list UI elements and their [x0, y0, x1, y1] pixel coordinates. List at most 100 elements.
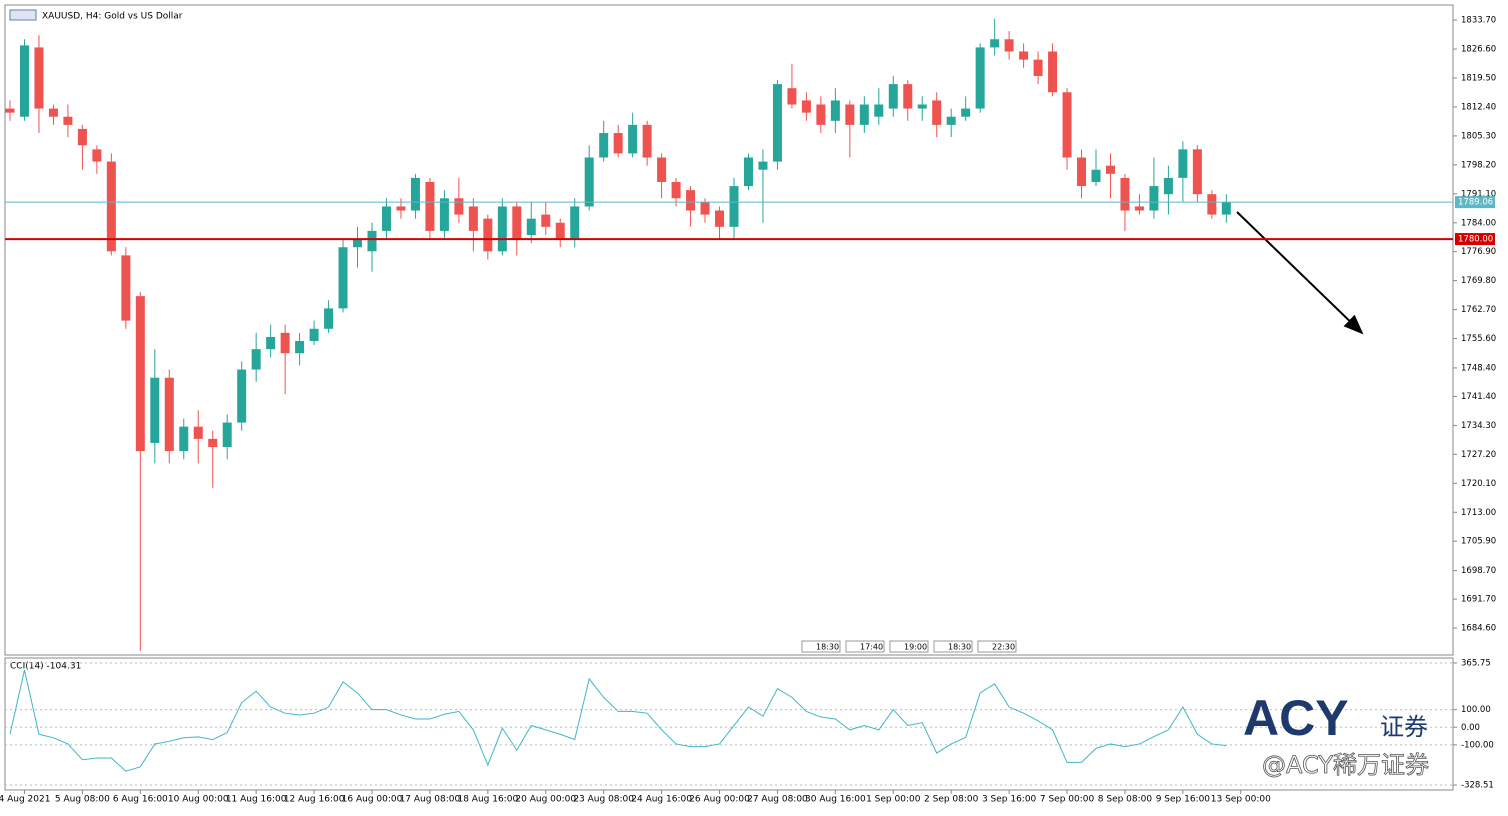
trade-marker-label: 18:30 [816, 643, 839, 652]
y-tick-label: 1705.90 [1461, 537, 1496, 547]
candle-body [657, 157, 667, 182]
candle-body [874, 104, 884, 117]
candle-body [1033, 59, 1043, 76]
y-tick-label: 1805.30 [1461, 131, 1496, 141]
watermark-suffix: 证券 [1380, 713, 1428, 741]
candle-body [888, 84, 898, 109]
candle-body [193, 426, 203, 439]
trend-arrow [1236, 211, 1364, 335]
candle-body [280, 332, 290, 354]
y-tick-label: 1684.60 [1461, 624, 1496, 634]
candle-body [1221, 202, 1231, 215]
candle-body [975, 47, 985, 109]
x-tick-label: 5 Aug 08:00 [55, 795, 110, 805]
trade-marker-label: 18:30 [948, 643, 971, 652]
chart-title: XAUUSD, H4: Gold vs US Dollar [42, 12, 183, 22]
candle-body [164, 377, 174, 452]
candle-body [121, 255, 131, 321]
indicator-title: CCI(14) -104.31 [10, 662, 81, 672]
candle-body [19, 45, 29, 117]
candle-body [1207, 194, 1217, 215]
candle-body [497, 206, 507, 252]
y-tick-label: 1769.80 [1461, 276, 1496, 286]
y-tick-label: 1741.40 [1461, 392, 1496, 402]
candle-body [106, 161, 116, 252]
candle-body [932, 100, 942, 125]
y-tick-label: 1727.20 [1461, 450, 1496, 460]
x-tick-label: 7 Sep 00:00 [1040, 795, 1095, 805]
candle-body [830, 100, 840, 121]
candle-body [512, 206, 522, 240]
candle-body [628, 124, 638, 154]
x-tick-label: 10 Aug 00:00 [168, 795, 229, 805]
candle-body [700, 202, 710, 215]
candle-body [1149, 186, 1159, 211]
trade-marker [801, 640, 841, 653]
candle-body [48, 108, 58, 117]
candle-body [1120, 177, 1130, 211]
x-tick-label: 27 Aug 08:00 [747, 795, 808, 805]
candle-body [92, 149, 102, 162]
candle-body [367, 230, 377, 252]
y-tick-label: 1748.40 [1461, 363, 1496, 373]
price-level-label: 1789.06 [1458, 198, 1493, 208]
candle-body [468, 206, 478, 231]
candle-body [483, 218, 493, 252]
candle-body [787, 88, 797, 105]
candle-body [816, 104, 826, 125]
candle-body [295, 341, 305, 354]
candle-body [309, 328, 319, 342]
price-level-label: 1780.00 [1458, 235, 1493, 245]
y-tick-label: 1812.40 [1461, 102, 1496, 112]
x-tick-label: 26 Aug 00:00 [689, 795, 750, 805]
trade-marker [933, 640, 973, 653]
candle-body [1134, 206, 1144, 211]
candle-body [801, 100, 811, 113]
y-tick-label: 1784.00 [1461, 218, 1496, 228]
x-tick-label: 30 Aug 16:00 [805, 795, 866, 805]
candle-body [570, 206, 580, 240]
x-tick-label: 8 Sep 08:00 [1098, 795, 1153, 805]
y-tick-label: 365.75 [1461, 658, 1491, 668]
x-tick-label: 23 Aug 08:00 [573, 795, 634, 805]
candle-body [917, 104, 927, 109]
y-tick-label: 1776.90 [1461, 247, 1496, 257]
candle-body [63, 116, 73, 125]
trade-marker [977, 640, 1017, 653]
candle-body [671, 181, 681, 199]
candle-body [1077, 157, 1087, 187]
candle-body [903, 84, 913, 109]
y-tick-label: 1698.70 [1461, 566, 1496, 576]
watermark-handle: @ACY稀万证券 [1262, 751, 1429, 779]
candle-body [758, 161, 768, 170]
x-tick-label: 18 Aug 16:00 [457, 795, 518, 805]
x-tick-label: 9 Sep 16:00 [1156, 795, 1211, 805]
candle-body [396, 206, 406, 211]
candle-body [743, 157, 753, 187]
candle-body [845, 104, 855, 125]
candle-body [1091, 169, 1101, 182]
candle-body [1019, 51, 1029, 60]
x-tick-label: 4 Aug 2021 [0, 795, 50, 805]
candle-body [772, 84, 782, 162]
candle-body [77, 128, 87, 146]
candle-body [353, 239, 363, 248]
candle-body [208, 438, 218, 448]
candle-body [1192, 149, 1202, 195]
candle-body [1105, 165, 1115, 174]
candle-body [439, 198, 449, 231]
candle-body [1004, 39, 1014, 52]
x-tick-label: 24 Aug 16:00 [631, 795, 692, 805]
watermark-logo: ACY [1243, 690, 1349, 746]
y-tick-label: -328.51 [1461, 780, 1494, 790]
candle-body [584, 157, 594, 207]
x-tick-label: 3 Sep 16:00 [982, 795, 1037, 805]
trade-marker [889, 640, 929, 653]
y-tick-label: 0.00 [1461, 723, 1480, 733]
x-tick-label: 11 Aug 16:00 [226, 795, 287, 805]
y-tick-label: -100.00 [1461, 740, 1494, 750]
y-tick-label: 1755.60 [1461, 334, 1496, 344]
candle-body [237, 369, 247, 423]
